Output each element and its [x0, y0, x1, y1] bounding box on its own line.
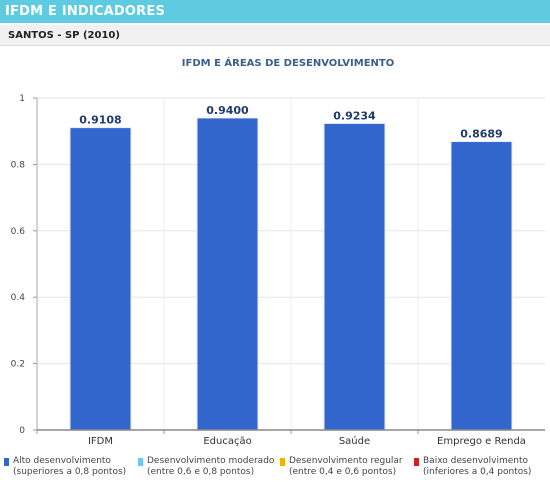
bar-value-label: 0.8689	[460, 128, 502, 141]
x-tick-label: Saúde	[339, 435, 370, 447]
y-tick-label: 0.2	[11, 360, 25, 370]
x-tick-label: Educação	[203, 436, 251, 447]
legend-swatch-baixo	[414, 458, 419, 466]
legend-text-regular: Desenvolvimento regular (entre 0,4 e 0,6…	[289, 456, 403, 478]
chart-title: IFDM E ÁREAS DE DESENVOLVIMENTO	[182, 56, 394, 69]
legend-sublabel: (entre 0,6 e 0,8 pontos)	[147, 467, 255, 477]
bar-value-label: 0.9400	[206, 104, 249, 117]
x-tick-label: Emprego e Renda	[437, 436, 526, 447]
legend-label: Desenvolvimento regular	[289, 456, 403, 466]
location-title: SANTOS - SP (2010)	[8, 30, 120, 41]
legend-sublabel: (entre 0,4 e 0,6 pontos)	[289, 467, 397, 477]
bar-value-label: 0.9234	[333, 109, 376, 122]
legend-swatch-regular	[280, 458, 285, 466]
bar-value-label: 0.9108	[79, 114, 121, 127]
header-title: IFDM E INDICADORES	[5, 4, 166, 19]
legend-text-moderado: Desenvolvimento moderado (entre 0,6 e 0,…	[147, 456, 274, 478]
bar	[196, 117, 259, 431]
x-tick-label: IFDM	[88, 436, 113, 447]
bars: 0.9108 0.9400 0.9234 0.8689	[69, 104, 513, 431]
legend-label: Alto desenvolvimento	[13, 456, 111, 466]
bar	[69, 127, 132, 431]
bar-chart: IFDM E ÁREAS DE DESENVOLVIMENTO 0.91080.…	[11, 56, 545, 447]
y-tick-label: 0	[19, 426, 25, 436]
legend-sublabel: (inferiores a 0,4 pontos)	[423, 467, 532, 477]
legend-label: Desenvolvimento moderado	[147, 456, 275, 466]
legend-text-alto: Alto desenvolvimento (superiores a 0,8 p…	[13, 456, 126, 478]
legend-sublabel: (superiores a 0,8 pontos)	[13, 467, 127, 477]
y-tick-label: 1	[19, 94, 25, 104]
legend-swatch-alto	[4, 458, 9, 466]
legend-label: Baixo desenvolvimento	[423, 456, 528, 466]
legend-text-baixo: Baixo desenvolvimento (inferiores a 0,4 …	[423, 456, 531, 478]
y-tick-label: 0.4	[11, 293, 26, 303]
y-tick-label: 0.8	[11, 160, 26, 170]
chart-container: IFDM E ÁREAS DE DESENVOLVIMENTO 0.9108 0.…	[0, 46, 550, 485]
y-tick-label: 0.6	[11, 227, 26, 237]
legend-swatch-moderado	[138, 458, 143, 466]
axes: 0 0.2 0.4 0.6 0.8 1 IFDM Educação Saúde Emprego e…	[11, 94, 545, 447]
bar	[450, 141, 513, 431]
subheader-bar: SANTOS - SP (2010)	[0, 25, 550, 46]
header-bar: IFDM E INDICADORES	[0, 0, 550, 23]
bar	[323, 122, 386, 431]
legend: Alto desenvolvimento (superiores a 0,8 p…	[0, 456, 550, 482]
